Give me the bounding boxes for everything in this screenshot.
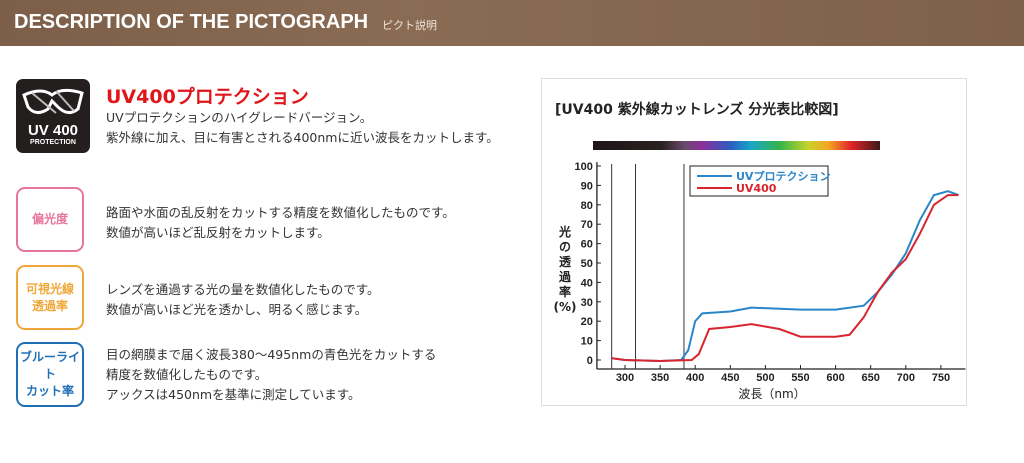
y-tick-label: 0 [587, 355, 593, 367]
x-tick-label: 350 [651, 372, 669, 384]
x-tick-label: 600 [826, 372, 844, 384]
y-axis-label: の [559, 240, 571, 254]
x-tick-label: 750 [932, 372, 950, 384]
y-tick-label: 20 [581, 316, 593, 328]
series-line-0 [610, 190, 959, 363]
uv-description: UVプロテクションのハイグレードバージョン。 紫外線に加え、目に有害とされる40… [106, 108, 499, 148]
visible-light-description: レンズを通過する光の量を数値化したものです。 数値が高いほど光を透かし、明るく感… [106, 280, 380, 320]
text-line: 数値が高いほど光を透かし、明るく感じます。 [106, 302, 368, 317]
uv-title: UV400プロテクション [106, 86, 309, 108]
spectrum-bar [593, 141, 880, 150]
legend-label: UV400 [736, 182, 777, 195]
y-tick-label: 100 [575, 161, 593, 173]
y-axis-label: 透 [559, 255, 572, 269]
y-axis-label: 率 [559, 284, 571, 299]
polarization-description: 路面や水面の乱反射をカットする精度を数値化したものです。 数値が高いほど乱反射を… [106, 203, 455, 243]
y-tick-label: 50 [581, 258, 593, 270]
y-tick-label: 80 [581, 200, 593, 212]
text-line: 数値が高いほど乱反射をカットします。 [106, 225, 330, 240]
text-line: UVプロテクションのハイグレードバージョン。 [106, 110, 373, 125]
visible-light-badge: 可視光線 透過率 [16, 265, 84, 330]
x-tick-label: 550 [791, 372, 809, 384]
series-line-1 [610, 194, 959, 363]
x-tick-label: 650 [862, 372, 880, 384]
x-tick-label: 700 [897, 372, 915, 384]
x-tick-label: 450 [721, 372, 739, 384]
badge-label: ブルーライト [19, 350, 80, 381]
chart-title: [UV400 紫外線カットレンズ 分光表比較図] [555, 102, 839, 118]
text-line: 精度を数値化したものです。 [106, 367, 268, 382]
chart-panel [541, 78, 967, 406]
x-axis-label: 波長（nm） [738, 387, 805, 401]
section-header: DESCRIPTION OF THE PICTOGRAPH ピクト説明 [0, 0, 1024, 46]
blue-light-badge: ブルーライトカット率 [16, 342, 84, 407]
icon-text: UV 400 [27, 122, 79, 139]
badge-label: カット率 [25, 384, 74, 398]
x-tick-label: 300 [616, 372, 634, 384]
badge-label: 可視光線 [25, 281, 74, 296]
y-axis-label: 光 [558, 224, 571, 239]
y-tick-label: 90 [581, 180, 593, 192]
x-tick-label: 400 [686, 372, 704, 384]
uv400-protection-icon: UV 400 PROTECTION [16, 79, 90, 153]
legend-label: UVプロテクション [736, 169, 830, 183]
y-tick-label: 10 [581, 336, 593, 348]
y-tick-label: 40 [581, 277, 593, 289]
text-line: 路面や水面の乱反射をカットする精度を数値化したものです。 [106, 205, 455, 220]
header-subtitle: ピクト説明 [382, 19, 437, 32]
y-axis-label: (%) [554, 300, 577, 314]
sunglasses-icon [22, 88, 84, 114]
legend [689, 165, 829, 197]
badge-label: 透過率 [31, 298, 68, 313]
y-axis-label: 過 [558, 269, 572, 284]
text-line: 紫外線に加え、目に有害とされる400nmに近い波長をカットします。 [106, 130, 499, 145]
x-tick-label: 500 [756, 372, 774, 384]
text-line: 目の網膜まで届く波長380〜495nmの青色光をカットする [106, 347, 437, 362]
text-line: アックスは450nmを基準に測定しています。 [106, 387, 361, 402]
blue-light-description: 目の網膜まで届く波長380〜495nmの青色光をカットする 精度を数値化したもの… [106, 345, 436, 405]
header-title: DESCRIPTION OF THE PICTOGRAPH [14, 11, 369, 33]
text-line: レンズを通過する光の量を数値化したものです。 [106, 282, 380, 297]
y-tick-label: 60 [581, 239, 593, 251]
y-tick-label: 70 [581, 219, 593, 231]
polarization-badge: 偏光度 [16, 187, 84, 252]
y-tick-label: 30 [581, 297, 593, 309]
icon-subtext: PROTECTION [30, 139, 76, 146]
badge-label: 偏光度 [31, 212, 68, 226]
